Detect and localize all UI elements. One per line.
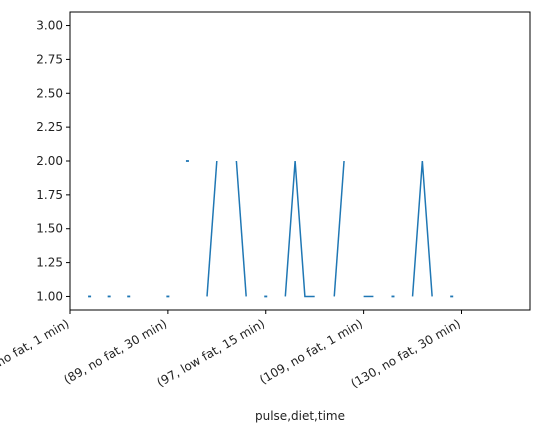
- series-line-segment: [206, 160, 218, 297]
- x-axis-label: pulse,diet,time: [255, 409, 345, 423]
- series-line-segment: [333, 160, 345, 297]
- y-tick-label: 2.50: [36, 86, 63, 100]
- y-tick-label: 2.25: [36, 120, 63, 134]
- y-tick-label: 1.50: [36, 222, 63, 236]
- plot-area: [69, 11, 531, 311]
- x-tick-label: (130, no fat, 30 min): [348, 316, 463, 390]
- x-axis: (80, no fat, 1 min)(89, no fat, 30 min)(…: [0, 310, 463, 391]
- y-tick-label: 2.75: [36, 52, 63, 66]
- x-tick-label: (89, no fat, 30 min): [61, 316, 169, 386]
- y-axis: 1.00 1.25 1.50 1.75 2.00 2.25 2.50 2.75 3.00: [36, 19, 70, 303]
- x-tick-label: (109, no fat, 1 min): [257, 316, 365, 386]
- x-tick-label: (80, no fat, 1 min): [0, 316, 72, 383]
- x-tick-label: (97, low fat, 15 min): [154, 316, 267, 389]
- y-tick-label: 1.00: [36, 289, 63, 303]
- y-tick-label: 1.75: [36, 188, 63, 202]
- y-tick-label: 3.00: [36, 19, 63, 33]
- y-tick-label: 2.00: [36, 154, 63, 168]
- series-layer: [88, 160, 454, 298]
- y-tick-label: 1.25: [36, 256, 63, 270]
- series-line-segment: [411, 160, 433, 297]
- series-line-segment: [284, 160, 315, 298]
- series-line-segment: [235, 160, 247, 297]
